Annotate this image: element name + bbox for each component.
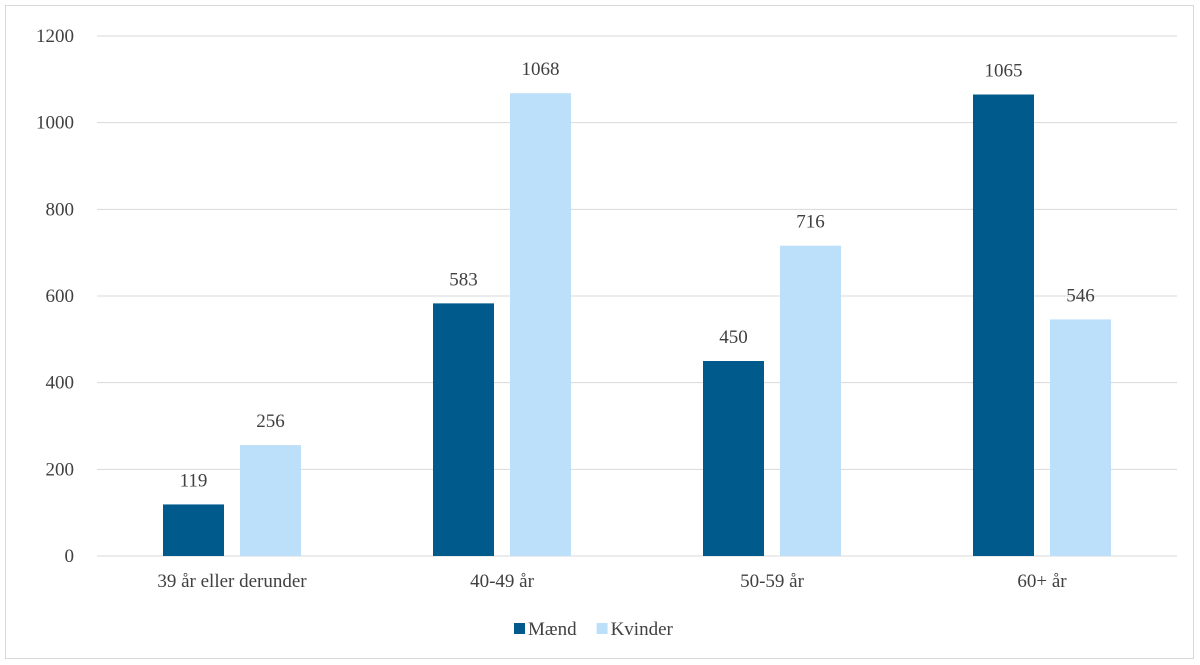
- legend: Mænd Kvinder: [514, 619, 674, 640]
- data-label: 1065: [985, 61, 1023, 82]
- bar-Mænd-3: [973, 94, 1034, 556]
- bar-Mænd-2: [703, 361, 764, 556]
- data-label: 256: [256, 411, 285, 432]
- x-axis-category-labels: 39 år eller derunder 40-49 år 50-59 år 60+ …: [157, 571, 1067, 592]
- x-category-label: 39 år eller derunder: [157, 571, 307, 592]
- bar-Kvinder-1: [510, 93, 571, 556]
- y-tick-label: 200: [46, 459, 75, 480]
- bars: [163, 93, 1111, 556]
- bar-Mænd-1: [433, 303, 494, 556]
- bar-Mænd-0: [163, 504, 224, 556]
- data-label: 546: [1066, 285, 1095, 306]
- data-label: 119: [180, 470, 208, 491]
- x-category-label: 50-59 år: [740, 571, 805, 592]
- y-tick-label: 1200: [36, 26, 74, 47]
- bar-Kvinder-0: [240, 445, 301, 556]
- data-label: 583: [449, 269, 478, 290]
- legend-swatch-0: [514, 623, 525, 634]
- y-tick-label: 600: [46, 286, 75, 307]
- y-tick-label: 800: [46, 199, 75, 220]
- data-label: 716: [796, 212, 825, 233]
- legend-label: Mænd: [528, 619, 577, 640]
- legend-label: Kvinder: [611, 619, 674, 640]
- data-label: 450: [719, 327, 748, 348]
- x-category-label: 60+ år: [1017, 571, 1067, 592]
- y-tick-label: 0: [65, 546, 75, 567]
- bar-Kvinder-2: [780, 245, 841, 556]
- data-label: 1068: [522, 59, 560, 80]
- bar-chart: 0 200 400 600 800 1000 1200 119 256 583 1068 450 71…: [36, 26, 1177, 640]
- y-tick-label: 400: [46, 373, 75, 394]
- legend-swatch-1: [596, 623, 608, 634]
- x-category-label: 40-49 år: [470, 571, 535, 592]
- y-axis-tick-labels: 0 200 400 600 800 1000 1200: [36, 26, 74, 567]
- chart-frame: 0 200 400 600 800 1000 1200 119 256 583 1068 450 71…: [5, 5, 1194, 659]
- y-tick-label: 1000: [36, 113, 74, 134]
- bar-Kvinder-3: [1050, 319, 1111, 556]
- data-labels: 119 256 583 1068 450 716 1065 546: [180, 59, 1095, 491]
